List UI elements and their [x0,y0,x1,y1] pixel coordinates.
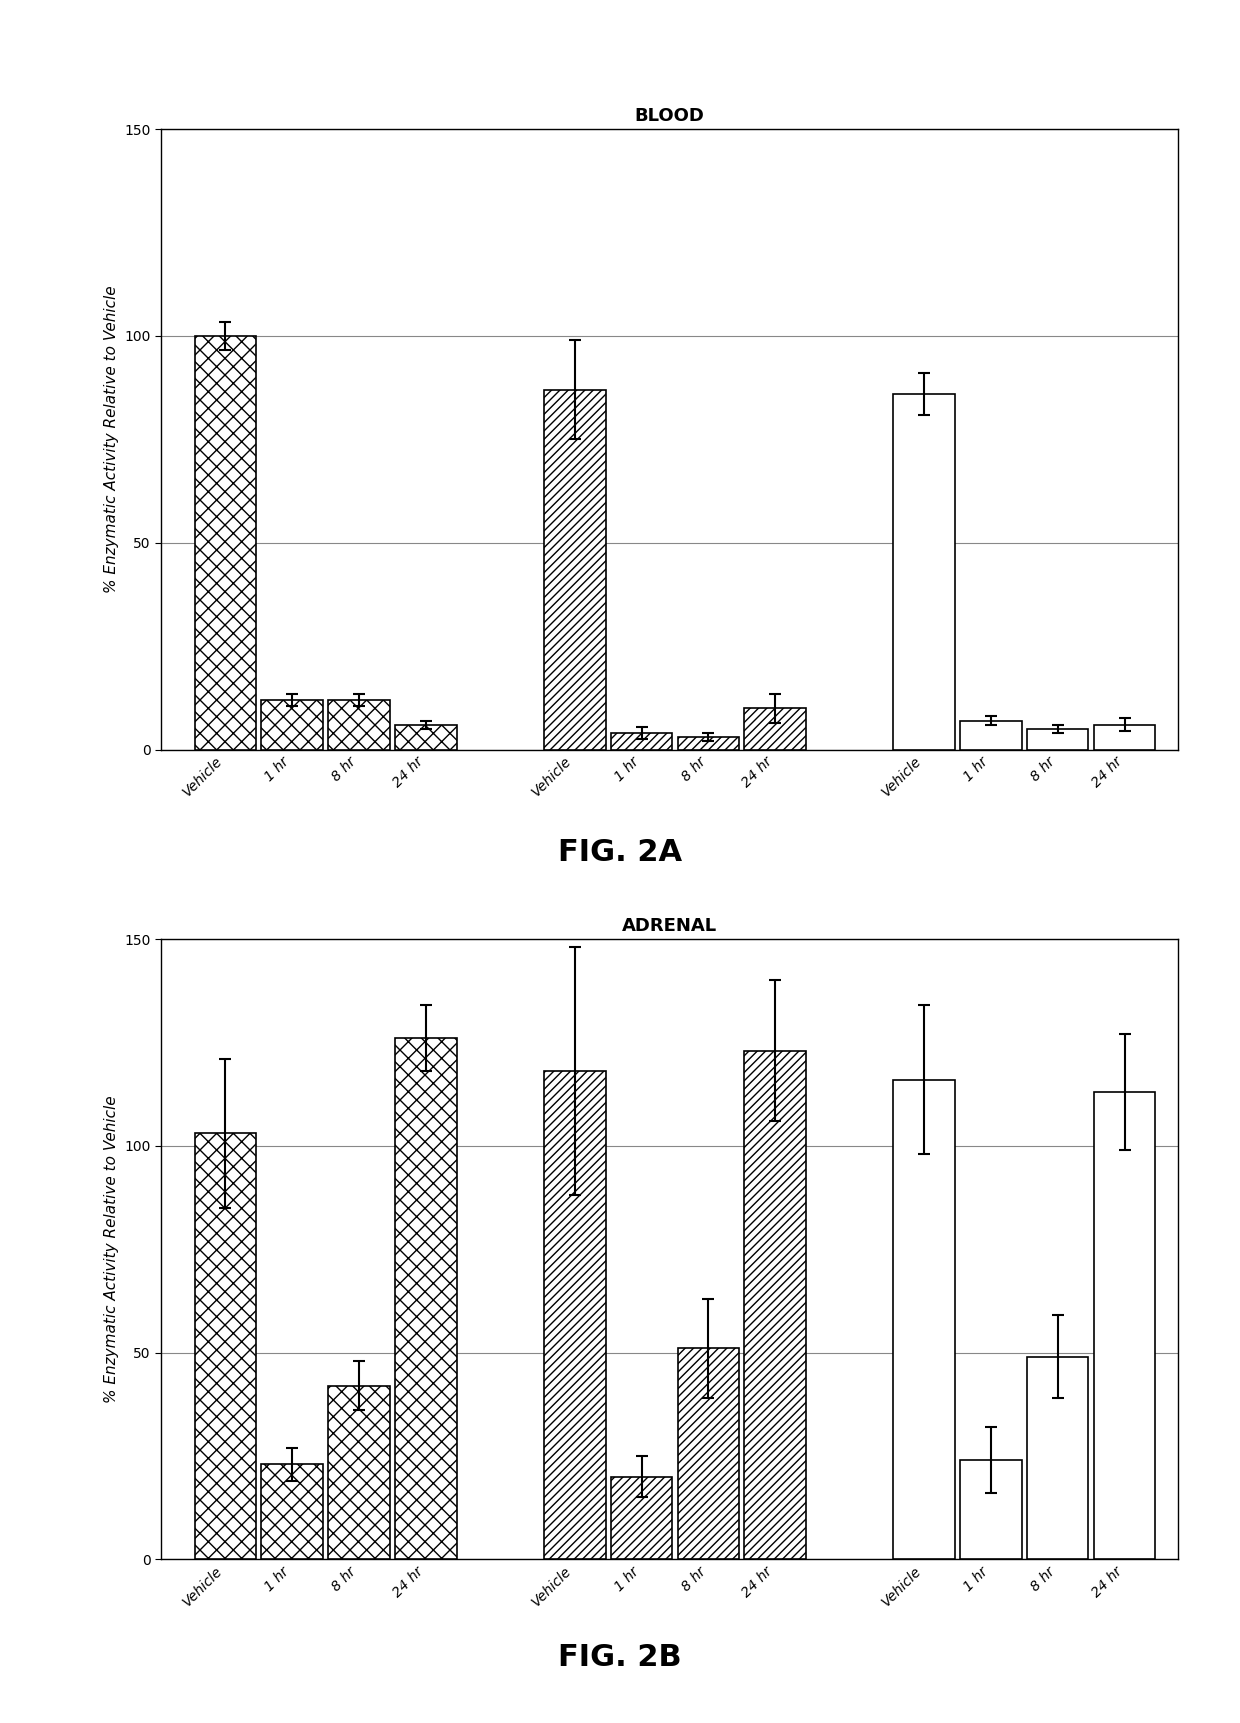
Bar [195,336,257,750]
Bar [744,1051,806,1559]
Bar [544,389,605,750]
Title: BLOOD: BLOOD [635,107,704,124]
Bar [544,1072,605,1559]
Bar [396,1039,456,1559]
Bar [1027,729,1089,750]
Text: FIG. 2B: FIG. 2B [558,1644,682,1671]
Bar [396,725,456,750]
Bar [894,1080,955,1559]
Bar [262,700,322,750]
Bar [611,1477,672,1559]
Text: FIG. 2A: FIG. 2A [558,839,682,867]
Bar [1027,1356,1089,1559]
Bar [678,737,739,750]
Bar [611,732,672,750]
Bar [195,1134,257,1559]
Bar [1094,725,1156,750]
Title: ADRENAL: ADRENAL [622,917,717,934]
Bar [329,700,389,750]
Y-axis label: % Enzymatic Activity Relative to Vehicle: % Enzymatic Activity Relative to Vehicle [104,1096,119,1403]
Bar [262,1465,322,1559]
Bar [960,720,1022,750]
Bar [678,1349,739,1559]
Y-axis label: % Enzymatic Activity Relative to Vehicle: % Enzymatic Activity Relative to Vehicle [104,286,119,593]
Bar [894,395,955,750]
Bar [960,1459,1022,1559]
Bar [329,1385,389,1559]
Bar [1094,1092,1156,1559]
Bar [744,708,806,750]
